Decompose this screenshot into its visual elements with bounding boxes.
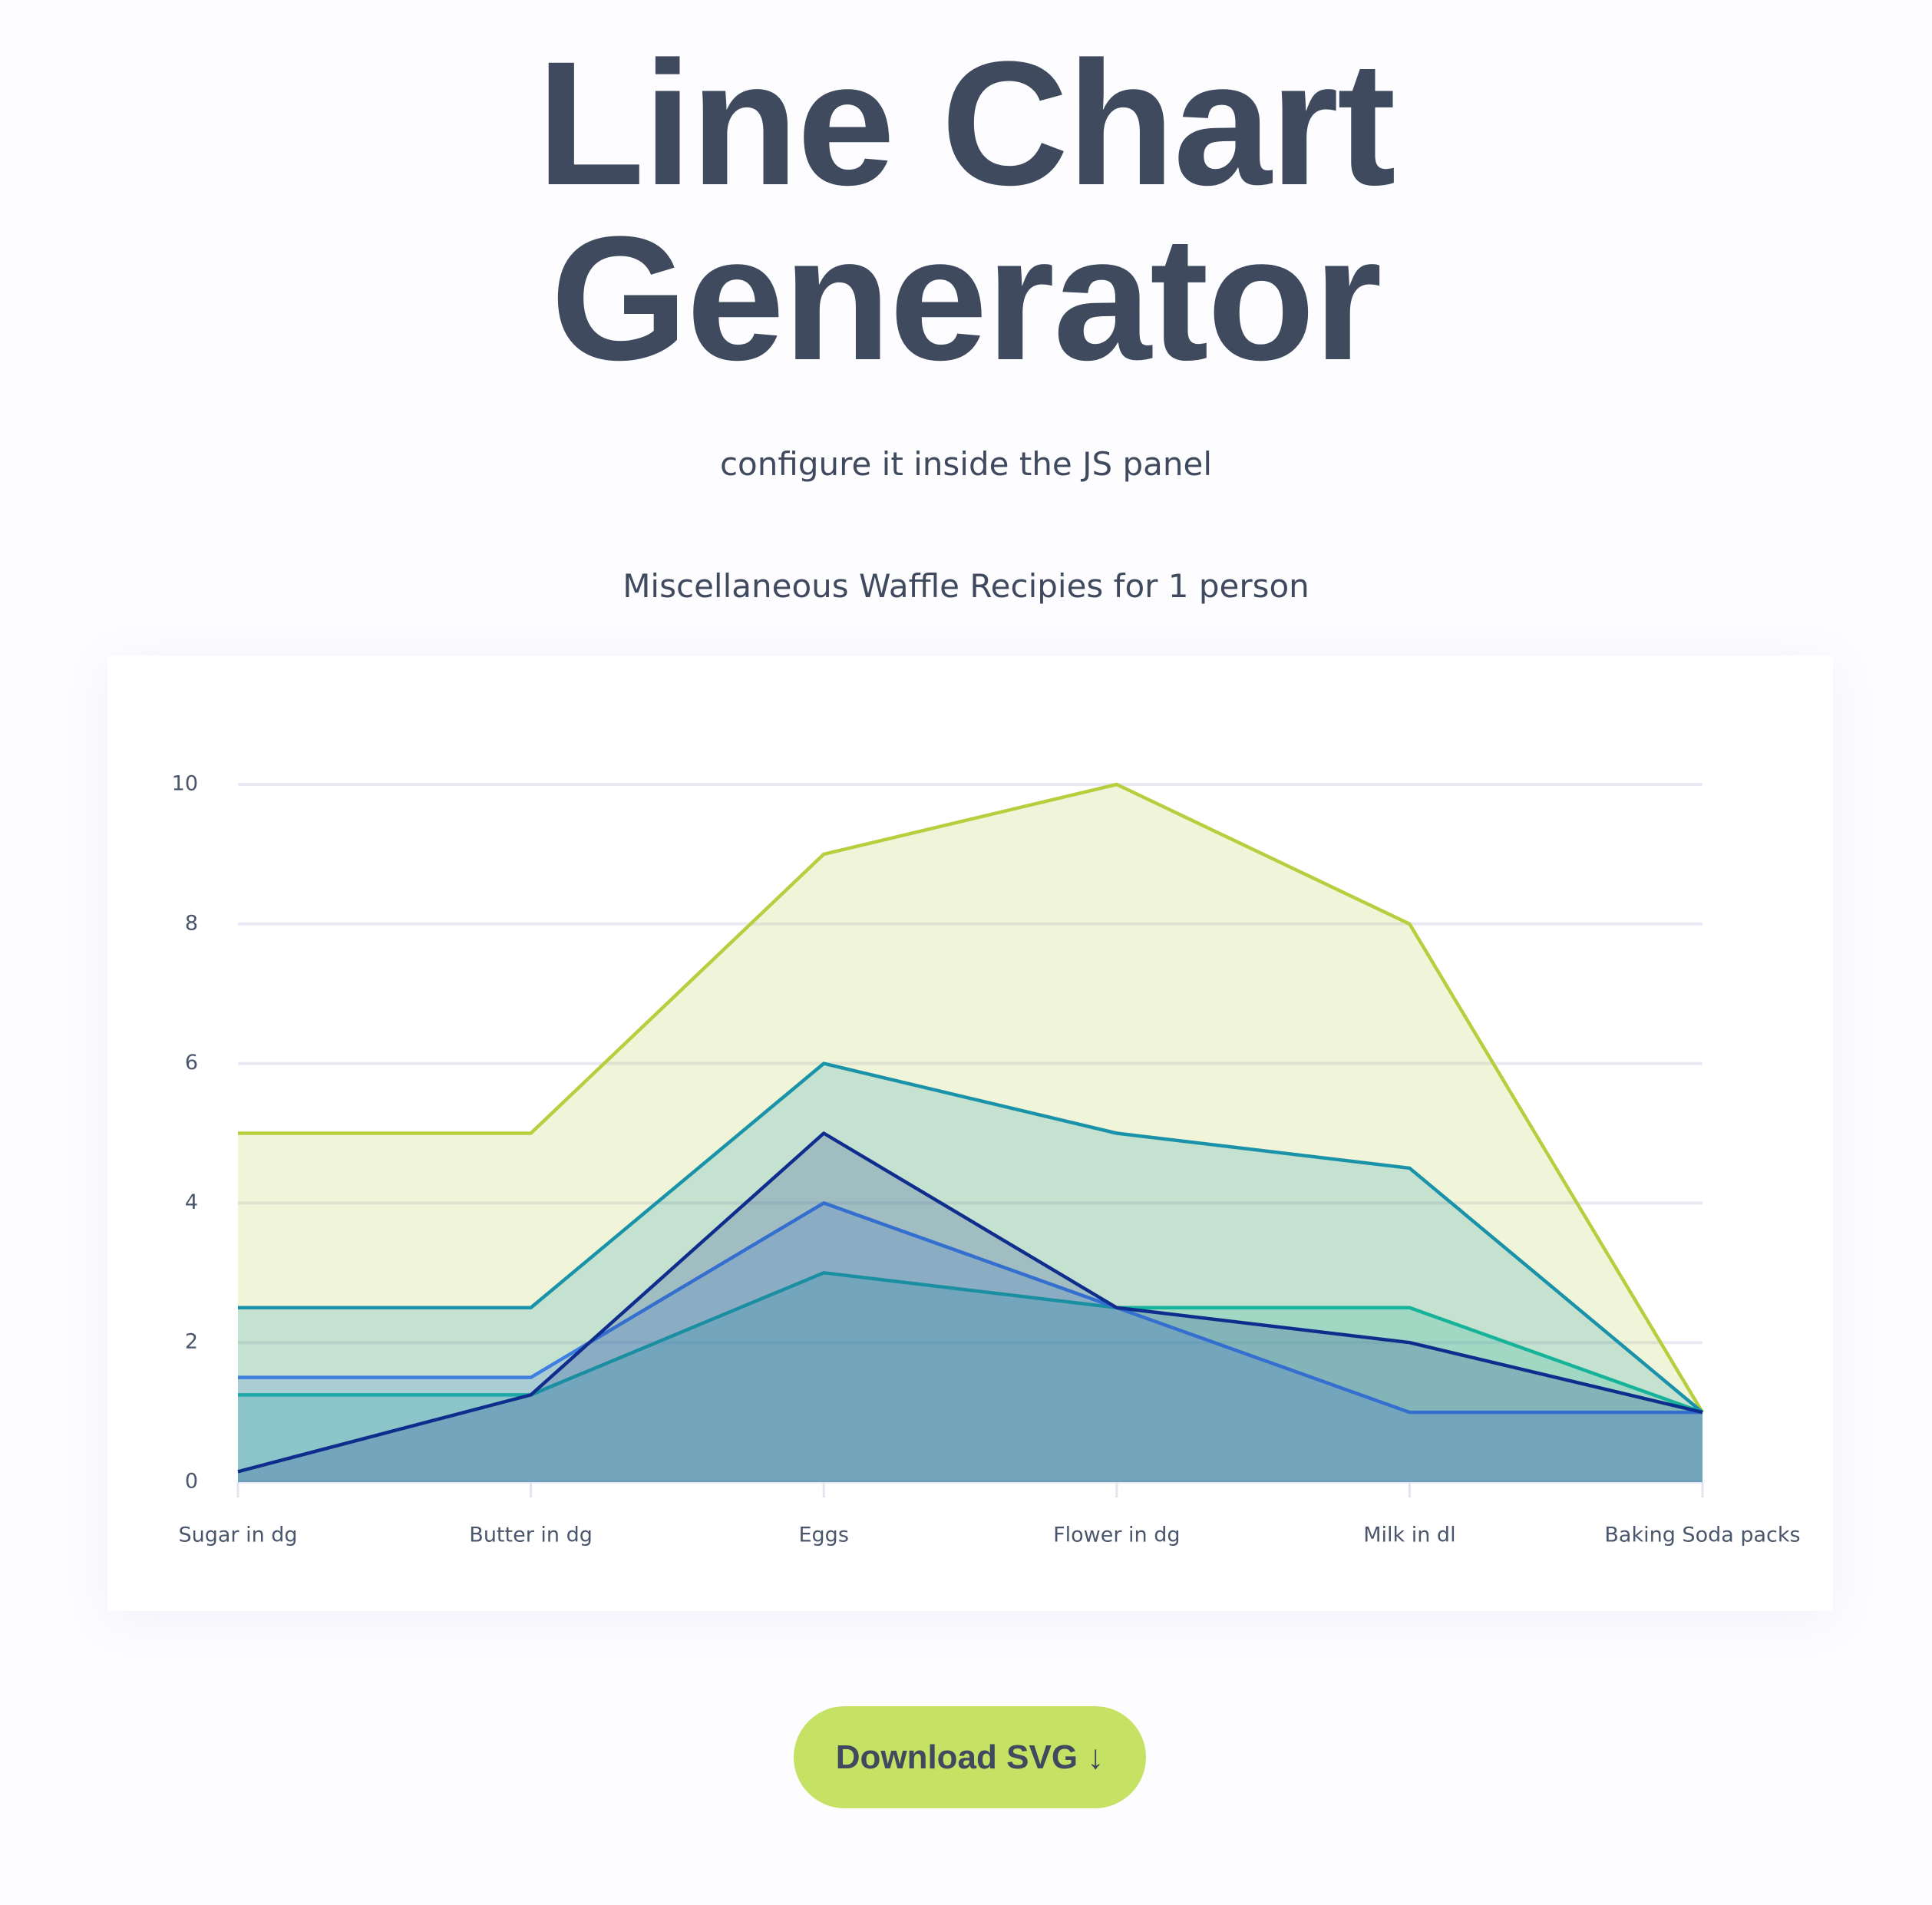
x-tick-label: Flower in dg [1053, 1524, 1180, 1547]
x-tick-label: Eggs [798, 1524, 848, 1547]
x-tick-label: Milk in dl [1363, 1524, 1455, 1547]
x-tick-label: Baking Soda packs [1604, 1524, 1800, 1547]
area [238, 1133, 1702, 1482]
y-tick-label: 10 [172, 772, 198, 796]
y-tick-label: 2 [185, 1330, 198, 1354]
area [238, 1063, 1702, 1482]
x-tick-label: Sugar in dg [178, 1524, 297, 1547]
y-tick-label: 0 [185, 1470, 198, 1494]
line [238, 1271, 1703, 1415]
chart-title: Miscellaneous Waffle Recipies for 1 pers… [623, 567, 1309, 605]
line [238, 1201, 1702, 1415]
y-tick-label: 6 [185, 1051, 198, 1075]
line [237, 1131, 1703, 1474]
download-button[interactable]: Download SVG ↓ [794, 1706, 1146, 1808]
area [238, 1203, 1702, 1482]
area [238, 1273, 1702, 1482]
page-title: Line Chart Generator [537, 25, 1395, 397]
y-tick-label: 4 [185, 1190, 198, 1214]
x-tick-label: Butter in dg [469, 1524, 593, 1547]
line [238, 782, 1704, 1414]
chart: 0 2 4 6 8 10 Sugar in dg Butter in dg Eggs Flower… [172, 772, 1801, 1547]
y-tick-label: 8 [185, 911, 198, 935]
chart-card: 0 2 4 6 8 10 Sugar in dg Butter in dg Eggs Flower… [107, 655, 1833, 1611]
line [238, 1061, 1704, 1414]
page-subtitle: configure it inside the JS panel [719, 445, 1213, 483]
